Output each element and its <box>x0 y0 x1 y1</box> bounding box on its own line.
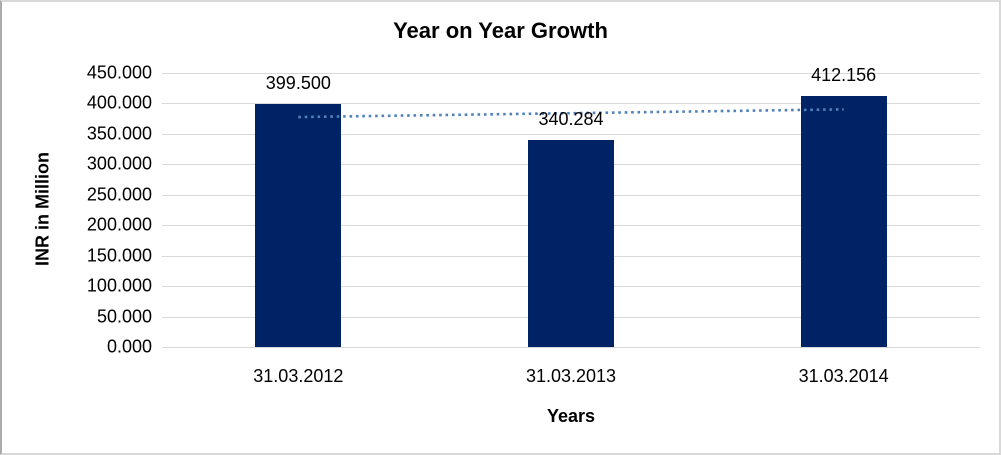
bar <box>255 103 342 347</box>
x-tick-label: 31.03.2013 <box>525 366 617 386</box>
y-tick-label: 300.000 <box>86 153 152 174</box>
bar <box>800 96 887 347</box>
y-tick-label: 100.000 <box>86 275 152 296</box>
y-tick-label: 400.000 <box>86 92 152 113</box>
bar-data-label: 412.156 <box>811 65 877 86</box>
x-axis-title: Years <box>546 406 596 426</box>
gridline <box>162 103 980 105</box>
chart-title: Year on Year Growth <box>393 18 608 43</box>
y-tick-label: 250.000 <box>86 184 152 205</box>
y-tick-label: 50.000 <box>96 306 152 327</box>
x-tick-label: 31.03.2014 <box>798 366 889 386</box>
y-tick-label: 200.000 <box>86 214 152 235</box>
gridline <box>162 73 980 74</box>
bar <box>528 139 614 347</box>
y-tick-label: 350.000 <box>86 123 152 144</box>
x-tick-label: 31.03.2012 <box>253 366 344 386</box>
gridline <box>162 133 980 135</box>
bar-data-label: 399.500 <box>265 72 331 93</box>
y-tick-label: 450.000 <box>86 62 152 83</box>
gridline <box>162 347 980 348</box>
plot-area <box>162 73 980 348</box>
y-tick-label: 0.000 <box>106 336 152 357</box>
bar-data-label: 340.284 <box>538 108 604 129</box>
y-tick-label: 150.000 <box>86 245 152 266</box>
